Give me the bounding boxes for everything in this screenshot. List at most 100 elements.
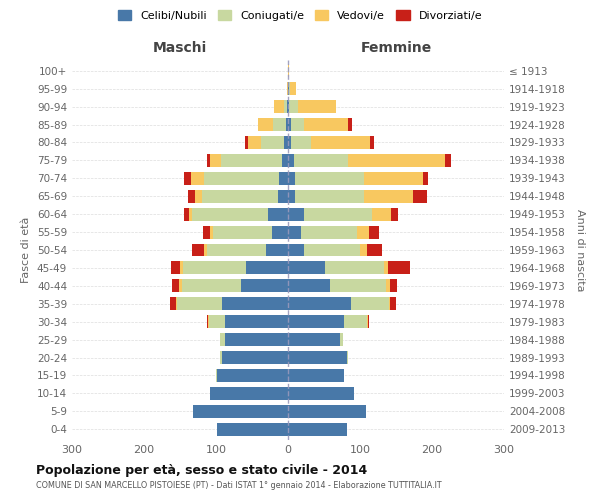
- Bar: [291, 118, 304, 131]
- Bar: [262, 136, 284, 149]
- Bar: [422, 172, 428, 185]
- Bar: [295, 190, 364, 202]
- Bar: [206, 315, 208, 328]
- Bar: [287, 82, 288, 95]
- Bar: [192, 208, 268, 220]
- Bar: [311, 136, 370, 149]
- Bar: [266, 244, 288, 256]
- Bar: [291, 136, 311, 149]
- Bar: [170, 298, 176, 310]
- Bar: [288, 351, 347, 364]
- Bar: [288, 262, 325, 274]
- Bar: [191, 244, 205, 256]
- Bar: [388, 262, 410, 274]
- Bar: [172, 262, 180, 274]
- Bar: [391, 208, 398, 220]
- Bar: [390, 298, 396, 310]
- Text: Femmine: Femmine: [361, 40, 431, 54]
- Bar: [372, 208, 391, 220]
- Bar: [183, 262, 246, 274]
- Bar: [289, 100, 298, 113]
- Bar: [248, 136, 262, 149]
- Bar: [290, 82, 296, 95]
- Bar: [298, 100, 335, 113]
- Bar: [206, 154, 210, 167]
- Bar: [304, 118, 349, 131]
- Bar: [288, 100, 289, 113]
- Bar: [268, 208, 288, 220]
- Bar: [203, 226, 210, 238]
- Bar: [413, 190, 427, 202]
- Bar: [221, 154, 282, 167]
- Bar: [288, 64, 289, 77]
- Bar: [288, 208, 304, 220]
- Bar: [204, 172, 280, 185]
- Bar: [286, 118, 288, 131]
- Bar: [280, 172, 288, 185]
- Bar: [216, 369, 217, 382]
- Bar: [220, 351, 222, 364]
- Bar: [245, 136, 248, 149]
- Bar: [177, 298, 222, 310]
- Bar: [304, 244, 360, 256]
- Bar: [368, 315, 370, 328]
- Bar: [288, 315, 344, 328]
- Bar: [289, 82, 290, 95]
- Y-axis label: Anni di nascita: Anni di nascita: [575, 209, 585, 291]
- Bar: [352, 298, 389, 310]
- Bar: [224, 333, 288, 346]
- Bar: [208, 244, 266, 256]
- Bar: [222, 351, 288, 364]
- Bar: [208, 315, 209, 328]
- Bar: [288, 423, 347, 436]
- Bar: [195, 190, 202, 202]
- Bar: [288, 172, 295, 185]
- Bar: [191, 172, 204, 185]
- Bar: [284, 100, 287, 113]
- Bar: [288, 118, 291, 131]
- Bar: [172, 280, 179, 292]
- Bar: [288, 333, 340, 346]
- Bar: [367, 244, 382, 256]
- Bar: [389, 298, 390, 310]
- Bar: [348, 154, 445, 167]
- Bar: [288, 280, 330, 292]
- Bar: [179, 280, 182, 292]
- Bar: [287, 100, 288, 113]
- Bar: [184, 172, 191, 185]
- Bar: [330, 280, 386, 292]
- Bar: [205, 244, 208, 256]
- Bar: [288, 298, 352, 310]
- Bar: [273, 118, 286, 131]
- Bar: [259, 118, 273, 131]
- Text: Maschi: Maschi: [153, 40, 207, 54]
- Bar: [370, 136, 374, 149]
- Bar: [241, 280, 288, 292]
- Bar: [210, 154, 221, 167]
- Bar: [367, 315, 368, 328]
- Bar: [217, 423, 288, 436]
- Bar: [389, 280, 397, 292]
- Bar: [340, 333, 343, 346]
- Bar: [288, 244, 304, 256]
- Bar: [222, 298, 288, 310]
- Bar: [364, 190, 413, 202]
- Bar: [347, 351, 349, 364]
- Bar: [288, 405, 366, 418]
- Bar: [288, 226, 301, 238]
- Bar: [288, 190, 295, 202]
- Bar: [190, 208, 192, 220]
- Bar: [217, 369, 288, 382]
- Bar: [284, 136, 288, 149]
- Bar: [288, 387, 354, 400]
- Bar: [193, 405, 288, 418]
- Bar: [288, 136, 291, 149]
- Legend: Celibi/Nubili, Coniugati/e, Vedovi/e, Divorziati/e: Celibi/Nubili, Coniugati/e, Vedovi/e, Di…: [113, 6, 487, 25]
- Bar: [288, 369, 344, 382]
- Bar: [182, 280, 241, 292]
- Bar: [294, 154, 348, 167]
- Bar: [274, 100, 284, 113]
- Bar: [304, 208, 372, 220]
- Bar: [386, 280, 389, 292]
- Bar: [210, 226, 213, 238]
